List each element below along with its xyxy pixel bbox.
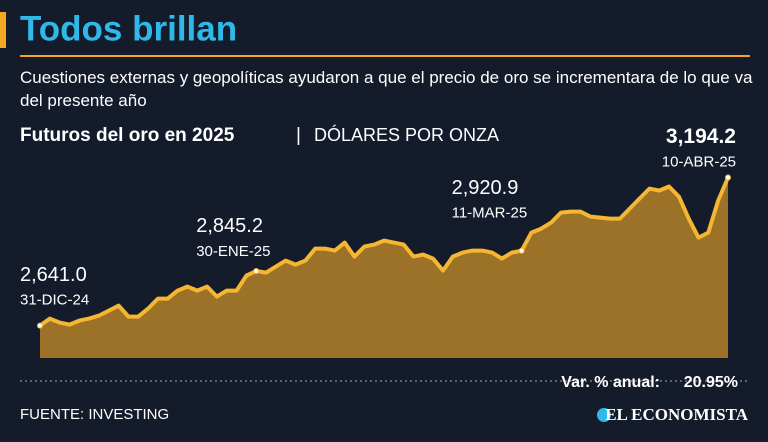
source: FUENTE: INVESTING xyxy=(20,406,169,423)
subtitle: Cuestiones externas y geopolíticas ayuda… xyxy=(20,68,753,110)
area xyxy=(40,177,728,358)
value-label: 2,845.2 xyxy=(196,215,263,237)
unit: DÓLARES POR ONZA xyxy=(314,124,499,145)
logo: EL ECONOMISTA xyxy=(605,405,749,424)
point xyxy=(518,247,525,254)
value-label: 2,920.9 xyxy=(452,177,519,199)
line xyxy=(38,176,730,328)
value-label: 3,194.2 xyxy=(666,125,736,148)
point xyxy=(253,267,260,274)
separator: | xyxy=(296,125,301,146)
date-label: 31-DIC-24 xyxy=(20,292,89,309)
point xyxy=(37,322,43,329)
accent-bar xyxy=(0,12,6,48)
subtitle-box: Cuestiones externas y geopolíticas ayuda… xyxy=(20,68,753,110)
point xyxy=(725,174,731,181)
chart-title: Futuros del oro en 2025 xyxy=(20,125,235,146)
date-label: 10-ABR-25 xyxy=(662,154,736,171)
annual-change-label: Var. % anual: xyxy=(561,374,660,391)
logo-icon xyxy=(597,408,611,422)
title: Todos brillan xyxy=(20,9,237,48)
date-label: 11-MAR-25 xyxy=(452,205,528,222)
annual-change: 20.95% xyxy=(684,374,738,391)
date-label: 30-ENE-25 xyxy=(196,243,270,260)
value-label: 2,641.0 xyxy=(20,264,87,286)
